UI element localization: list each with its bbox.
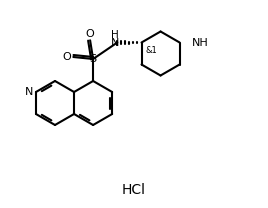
Text: O: O	[86, 29, 95, 39]
Text: HCl: HCl	[122, 183, 146, 197]
Text: S: S	[90, 54, 97, 64]
Text: NH: NH	[192, 37, 208, 47]
Text: O: O	[62, 52, 71, 62]
Text: N: N	[111, 37, 120, 47]
Text: N: N	[25, 87, 33, 97]
Text: H: H	[111, 31, 119, 41]
Text: &1: &1	[146, 46, 157, 55]
